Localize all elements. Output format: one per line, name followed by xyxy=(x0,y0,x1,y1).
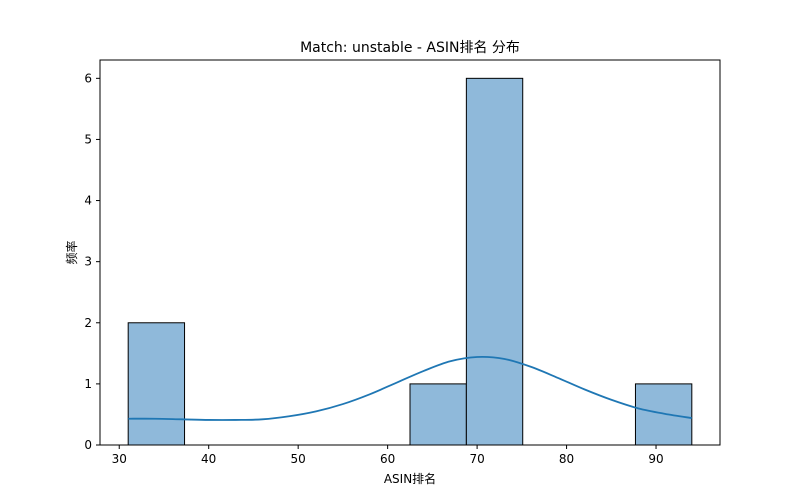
x-axis-label: ASIN排名 xyxy=(384,471,436,486)
histogram-bar xyxy=(127,322,186,446)
y-axis-label: 频率 xyxy=(64,240,79,264)
y-tick-label: 4 xyxy=(84,194,92,208)
plot-frame xyxy=(99,59,721,446)
y-axis-ticks: 0 1 2 3 4 5 6 xyxy=(84,71,100,452)
kde-curve xyxy=(128,355,692,421)
histogram-bars xyxy=(127,77,693,446)
x-tick-label: 80 xyxy=(559,452,574,466)
x-tick-label: 40 xyxy=(201,452,216,466)
x-tick-label: 90 xyxy=(648,452,663,466)
y-tick-label: 2 xyxy=(84,316,92,330)
y-tick-label: 0 xyxy=(84,438,92,452)
x-axis-ticks: 30 40 50 60 70 80 90 xyxy=(112,445,664,466)
histogram-bar xyxy=(465,77,524,446)
x-tick-label: 70 xyxy=(469,452,484,466)
y-tick-label: 5 xyxy=(84,132,92,146)
x-tick-label: 50 xyxy=(291,452,306,466)
x-tick-label: 30 xyxy=(112,452,127,466)
chart-title: Match: unstable - ASIN排名 分布 xyxy=(300,40,520,56)
y-tick-label: 3 xyxy=(84,255,92,269)
y-tick-label: 1 xyxy=(84,377,92,391)
y-tick-label: 6 xyxy=(84,71,92,85)
x-tick-label: 60 xyxy=(380,452,395,466)
histogram-bar xyxy=(409,383,467,446)
